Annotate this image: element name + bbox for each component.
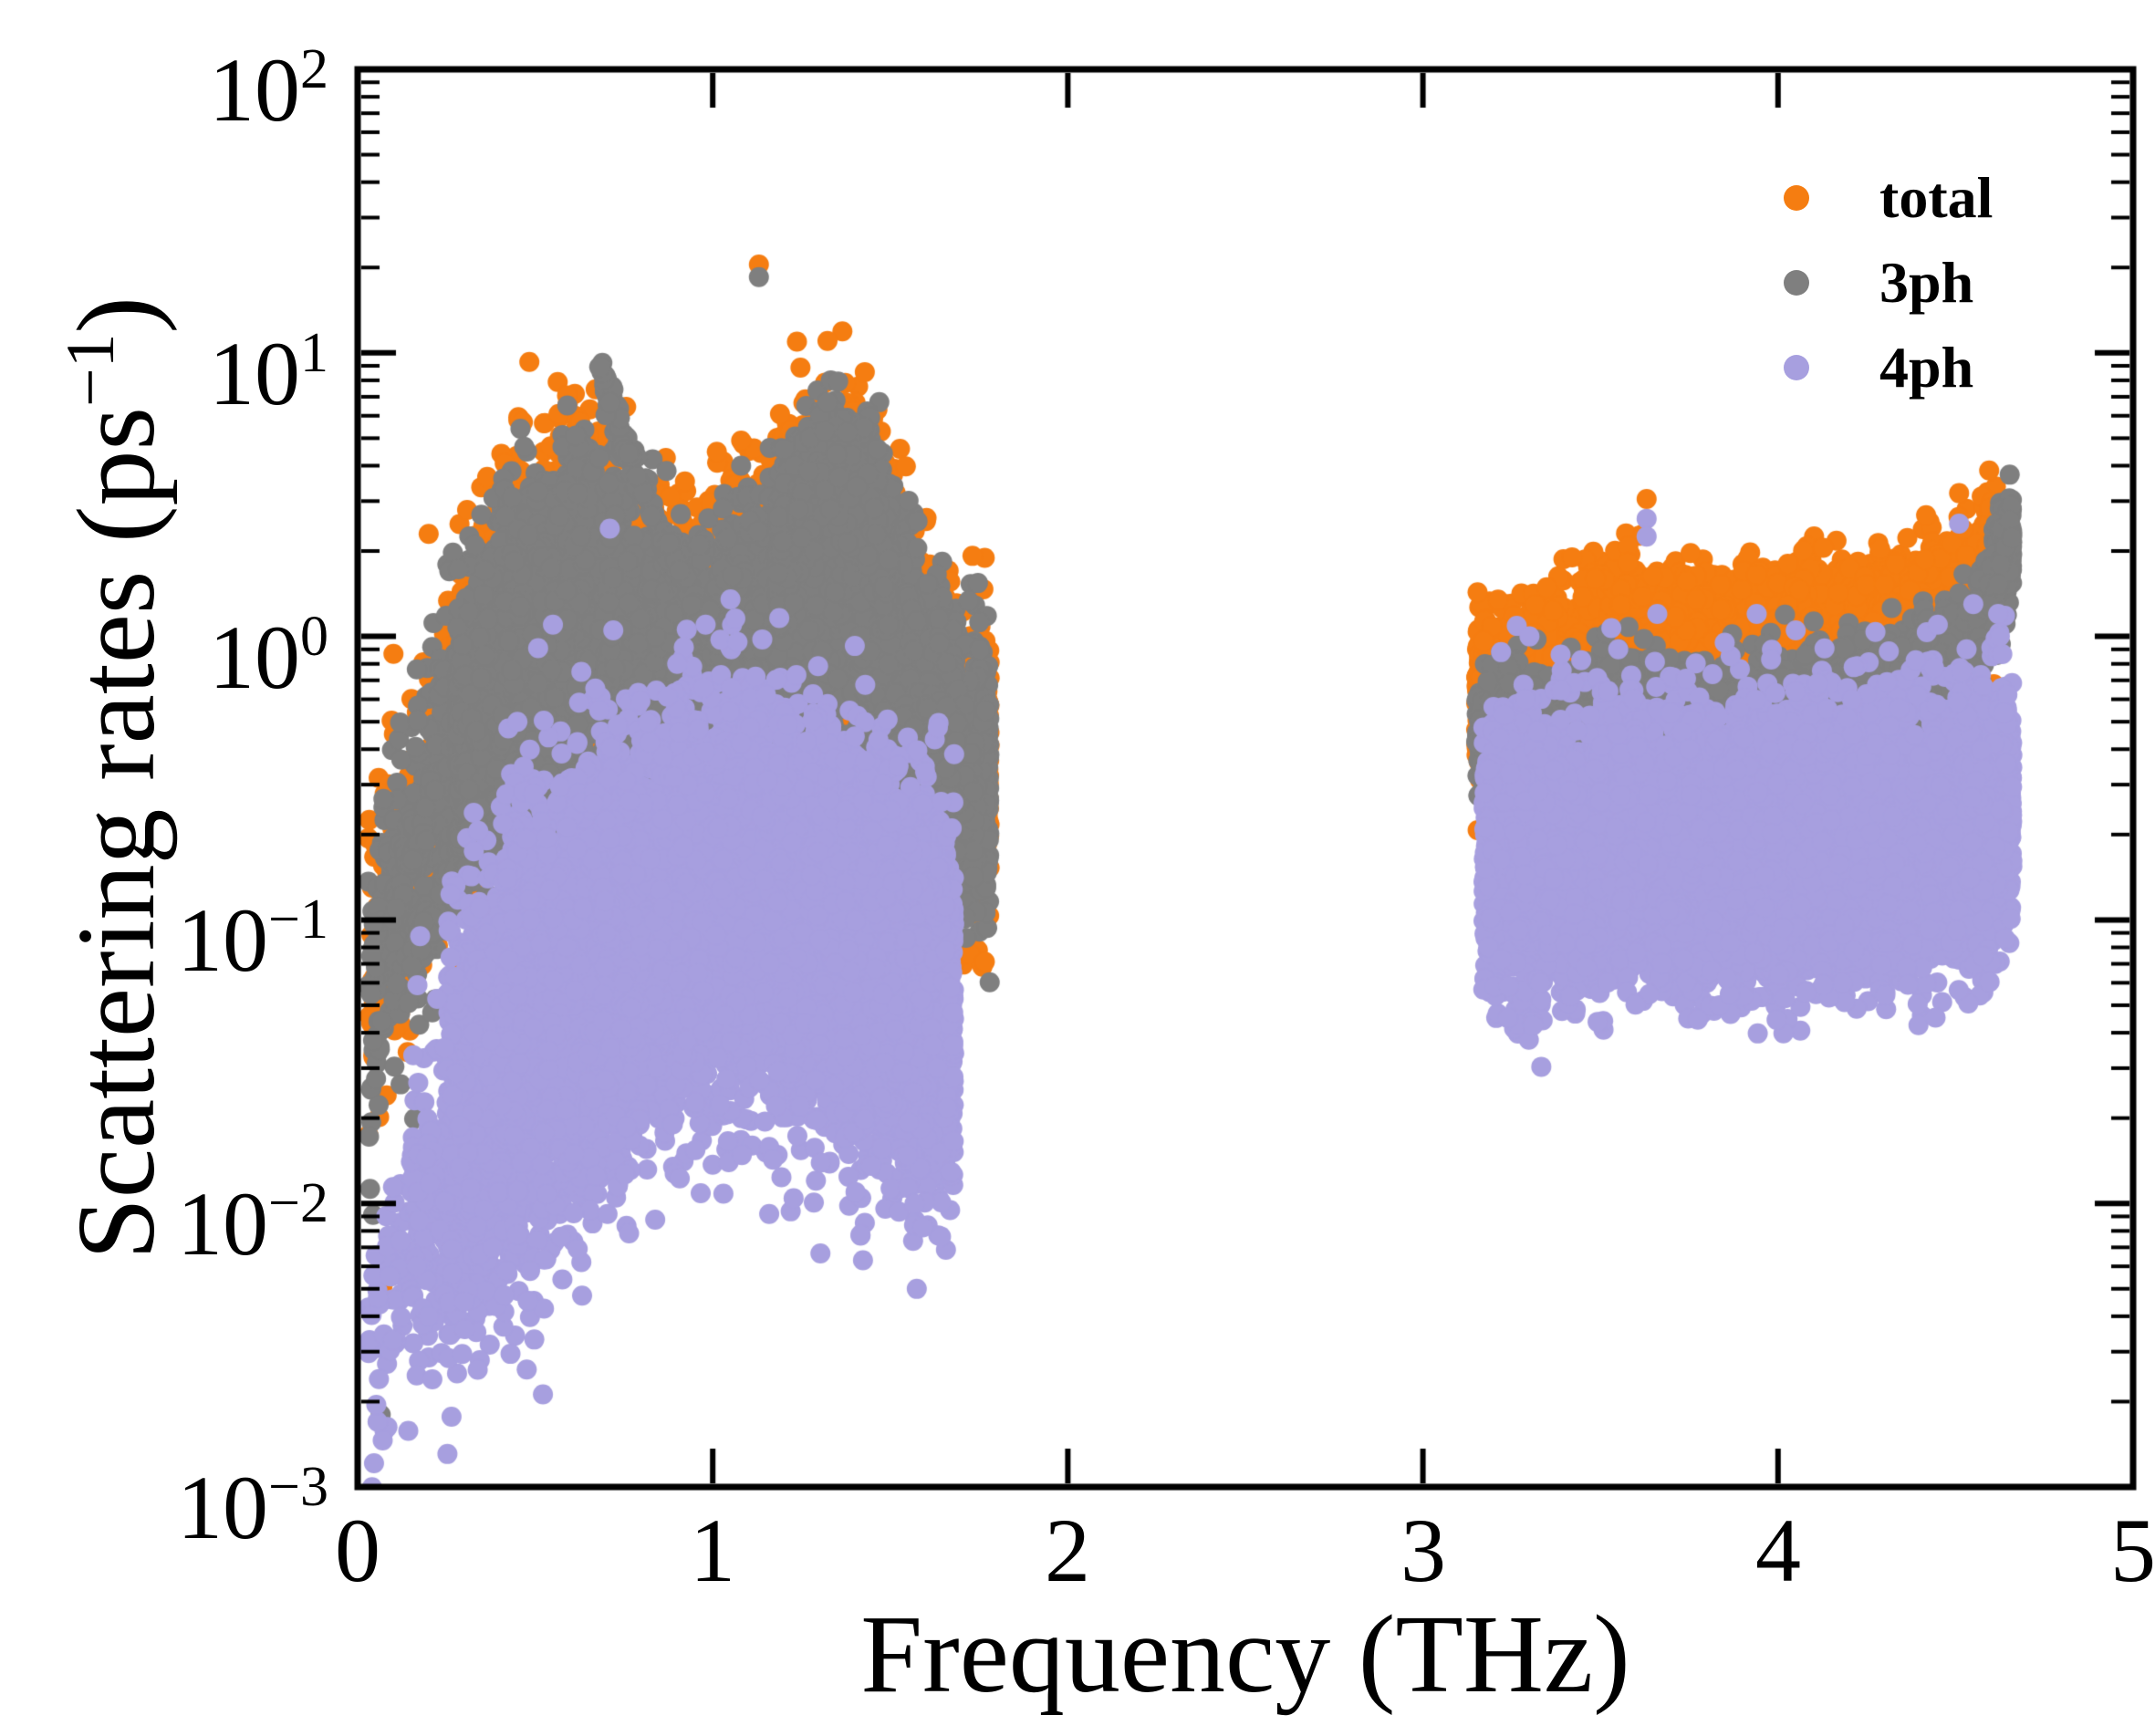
x-axis-tick-label: 3 xyxy=(1400,1500,1446,1601)
x-axis-tick-label: 2 xyxy=(1045,1500,1090,1601)
y-axis-tick-label: 10−2 xyxy=(177,1172,328,1274)
y-axis-title: Scattering rates (ps−1) xyxy=(53,296,178,1261)
x-axis-tick-label: 5 xyxy=(2110,1500,2155,1601)
x-axis-title: Frequency (THz) xyxy=(860,1593,1630,1716)
y-axis-tick-label: 101 xyxy=(209,322,328,424)
legend-item-total: total xyxy=(1879,165,1994,230)
y-axis-tick-label: 102 xyxy=(209,38,328,140)
x-axis-tick-label: 0 xyxy=(335,1500,380,1601)
y-axis-tick-label: 100 xyxy=(209,606,328,708)
legend-marker-4ph xyxy=(1784,355,1809,380)
x-axis-tick-label: 4 xyxy=(1755,1500,1801,1601)
legend-item-4ph: 4ph xyxy=(1879,335,1974,400)
legend-marker-total xyxy=(1784,185,1809,211)
legend-marker-3ph xyxy=(1784,270,1809,296)
y-axis-tick-label: 10−1 xyxy=(177,889,328,991)
y-axis-tick-label: 10−3 xyxy=(177,1456,328,1558)
x-axis-tick-label: 1 xyxy=(690,1500,735,1601)
legend-item-3ph: 3ph xyxy=(1879,250,1974,315)
